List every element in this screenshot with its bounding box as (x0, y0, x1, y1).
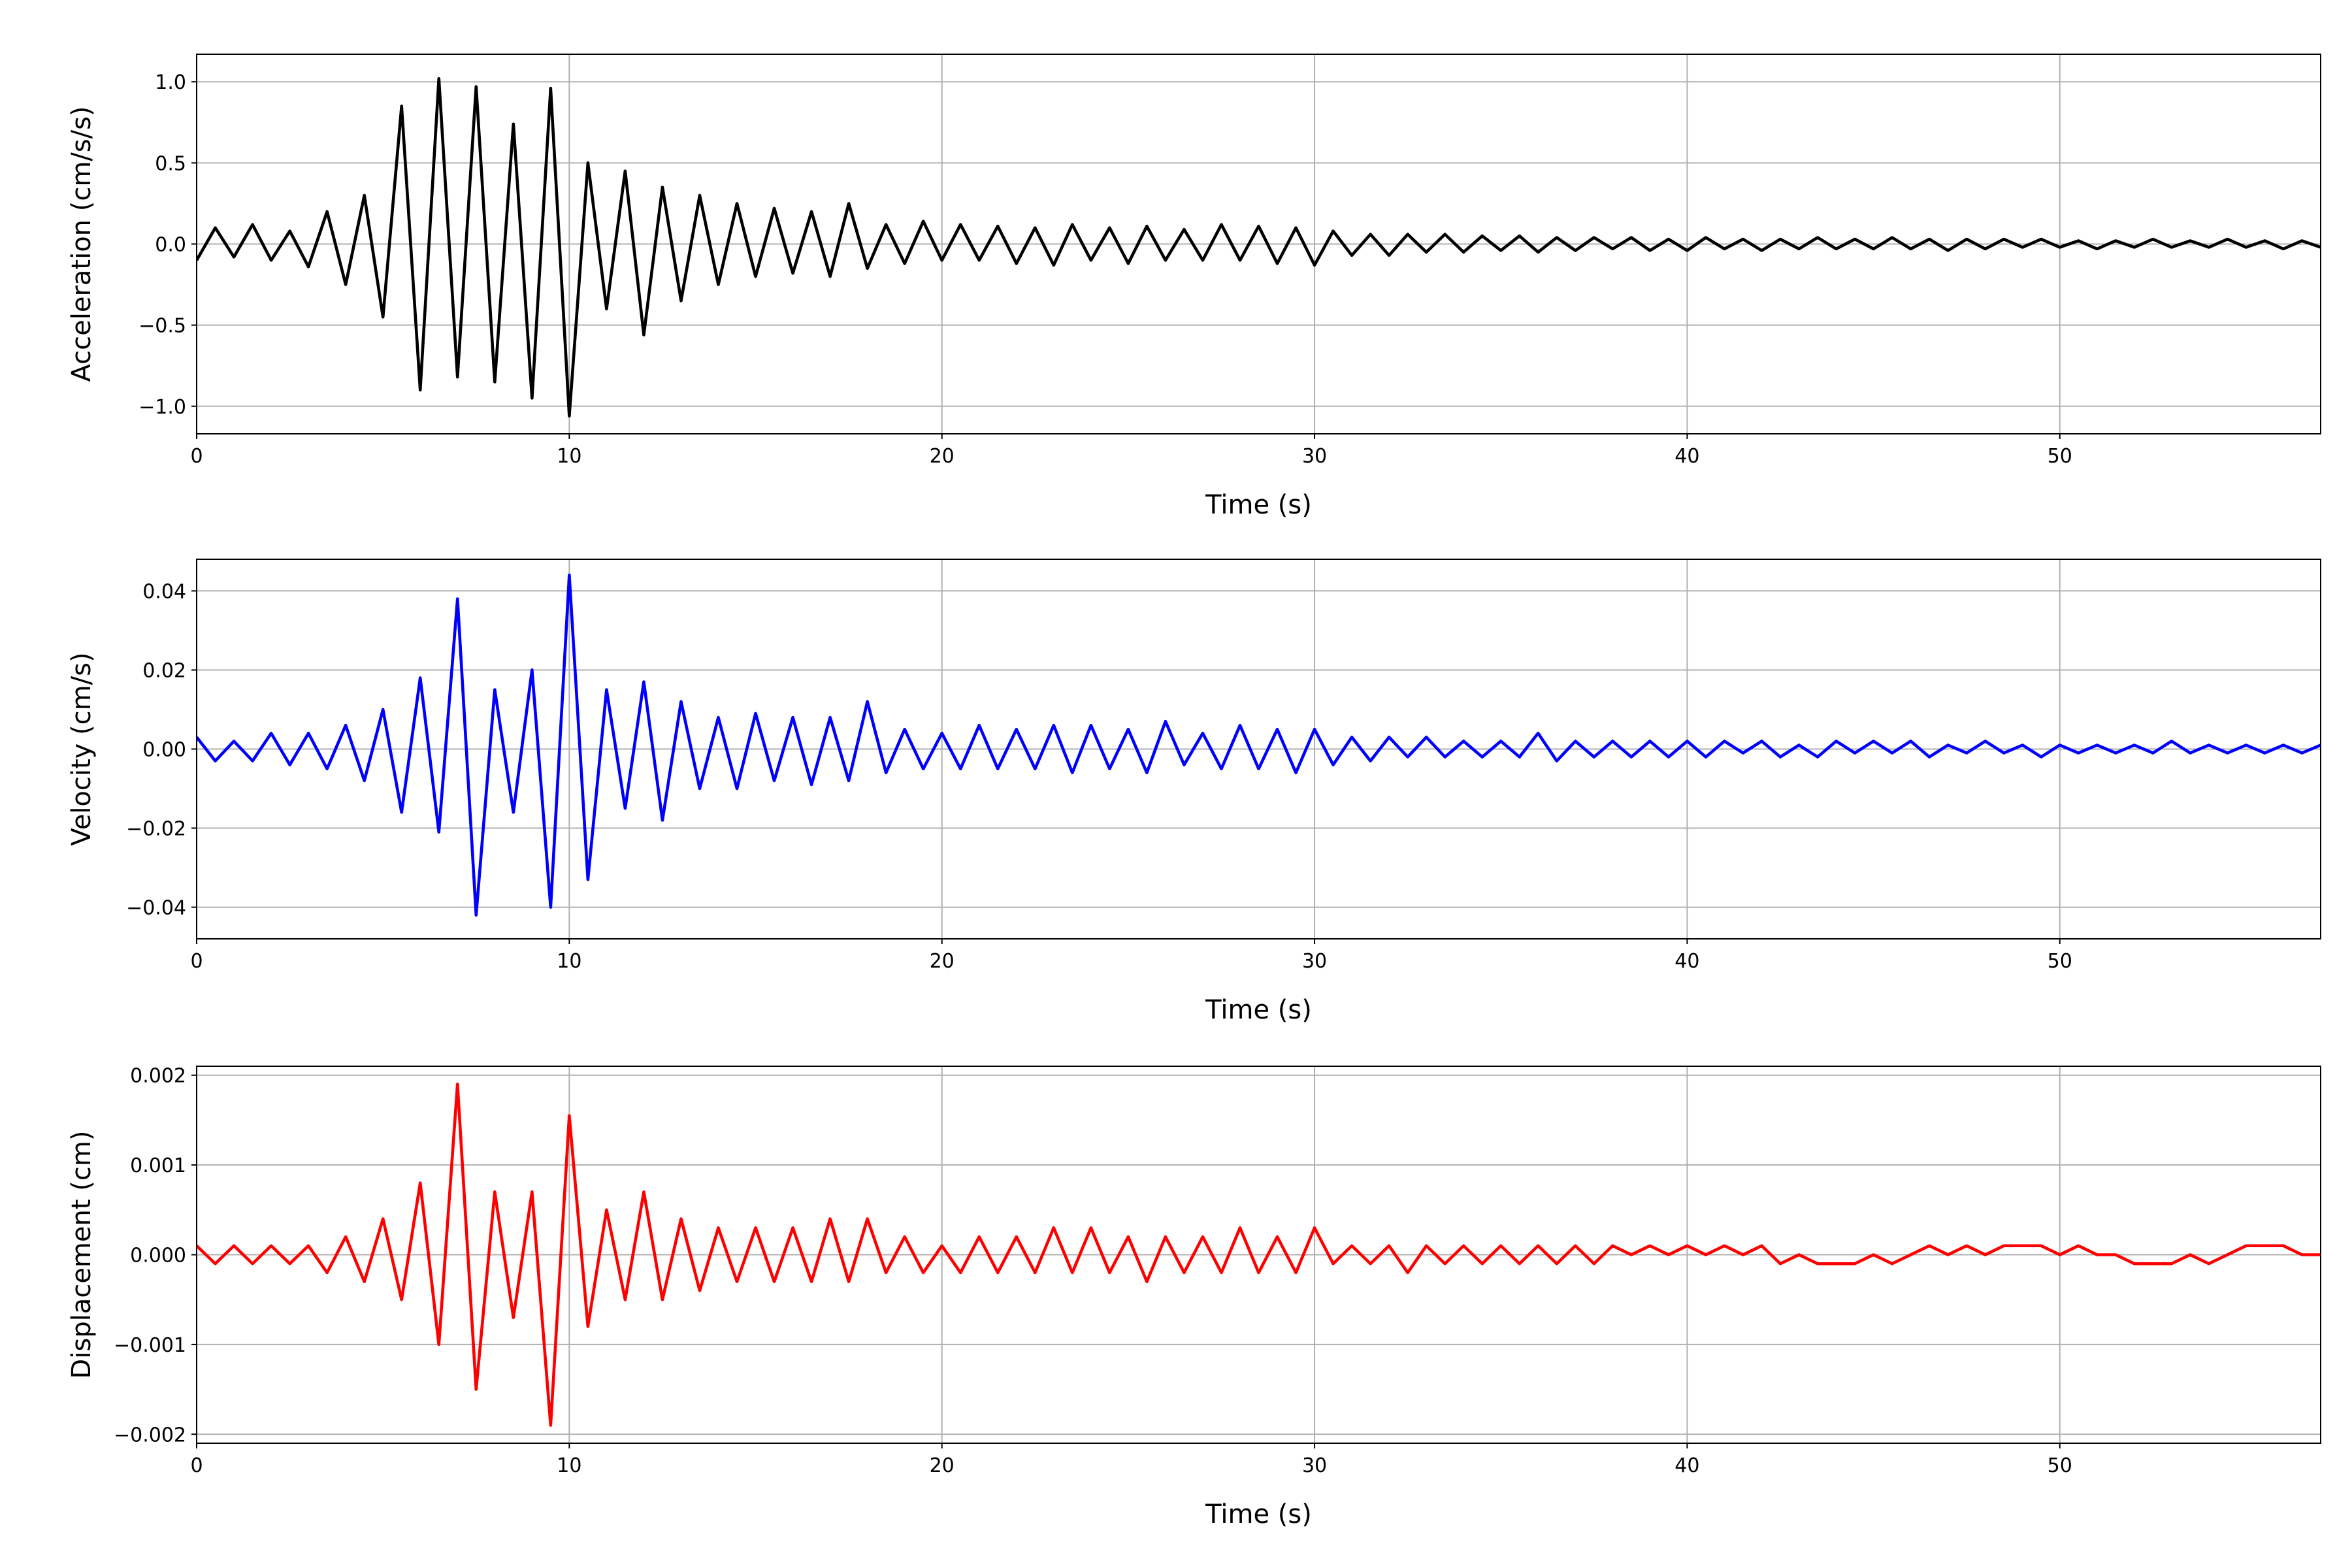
x-tick-label: 0 (190, 1454, 203, 1477)
x-tick-label: 0 (190, 950, 203, 973)
y-tick-label: −0.04 (126, 897, 186, 920)
y-tick-label: −0.001 (114, 1334, 186, 1357)
x-tick-label: 40 (1674, 445, 1699, 468)
panel: 0 10 20 30 40 50 −0.002 −0.001 0.000 0.001 0.002 Ti… (67, 1065, 2321, 1529)
x-axis-label: Time (s) (1205, 1499, 1312, 1529)
data-line (197, 76, 2321, 417)
y-tick-label: 0.002 (130, 1065, 186, 1088)
x-tick-label: 40 (1674, 950, 1699, 973)
x-tick-label: 50 (2048, 445, 2072, 468)
x-axis-label: Time (s) (1205, 490, 1312, 520)
x-tick-label: 0 (190, 445, 203, 468)
y-tick-label: −0.002 (114, 1424, 186, 1446)
axes-frame (196, 559, 2321, 939)
x-tick-label: 50 (2048, 1454, 2072, 1477)
x-tick-label: 20 (930, 1454, 955, 1477)
y-tick-label: −0.02 (126, 818, 186, 841)
x-tick-label: 30 (1302, 1454, 1327, 1477)
panel: 0 10 20 30 40 50 −0.04 −0.02 0.00 0.02 0.04 Time (s… (67, 559, 2321, 1025)
y-tick-label: 0.02 (142, 659, 186, 682)
x-axis-label: Time (s) (1205, 995, 1312, 1025)
y-axis-label: Acceleration (cm/s/s) (67, 106, 97, 382)
x-tick-label: 30 (1302, 950, 1327, 973)
y-tick-label: −0.5 (139, 315, 186, 338)
data-line (197, 573, 2321, 917)
x-tick-label: 40 (1674, 1454, 1699, 1477)
y-tick-label: 0.04 (142, 580, 186, 603)
x-tick-label: 30 (1302, 445, 1327, 468)
y-tick-label: −1.0 (139, 396, 186, 419)
x-tick-label: 50 (2048, 950, 2072, 973)
axes-frame (196, 1066, 2321, 1444)
axes-frame (196, 54, 2321, 434)
y-tick-label: 1.0 (155, 71, 186, 94)
y-tick-label: 0.000 (130, 1245, 186, 1267)
data-line (197, 1083, 2321, 1427)
y-tick-label: 0.0 (155, 234, 186, 257)
x-tick-label: 10 (557, 950, 581, 973)
y-axis-label: Velocity (cm/s) (67, 652, 97, 845)
y-tick-label: 0.001 (130, 1154, 186, 1177)
y-tick-label: 0.00 (142, 739, 186, 762)
x-tick-label: 10 (557, 1454, 581, 1477)
y-tick-label: 0.5 (155, 152, 186, 175)
panel: 0 10 20 30 40 50 −1.0 −0.5 0.0 0.5 1.0 Time (s) Acce… (67, 54, 2321, 520)
x-tick-label: 20 (930, 950, 955, 973)
y-axis-label: Displacement (cm) (67, 1131, 97, 1379)
x-tick-label: 10 (557, 445, 581, 468)
x-tick-label: 20 (930, 445, 955, 468)
